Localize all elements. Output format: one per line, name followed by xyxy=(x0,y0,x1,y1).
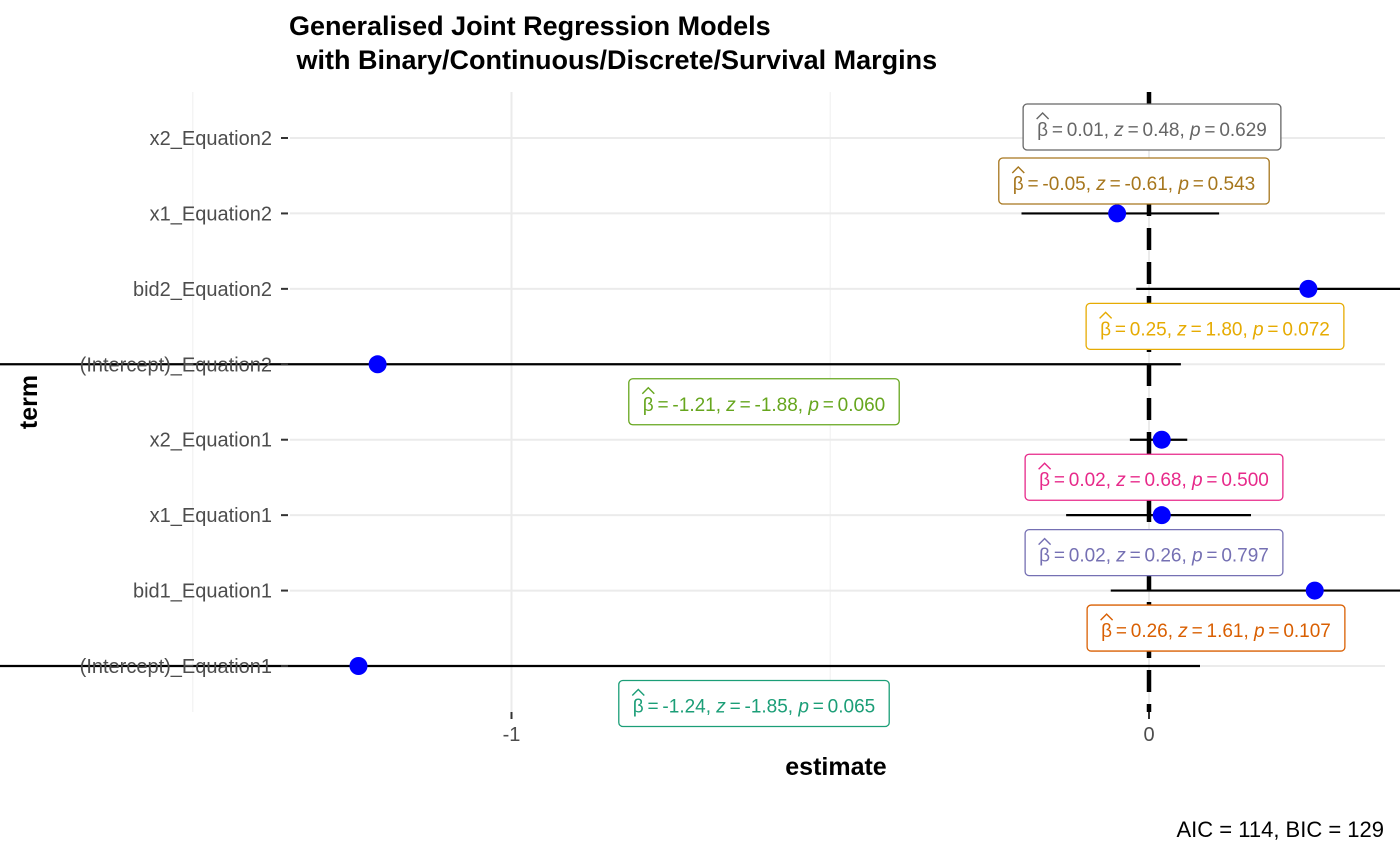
stat-label-box xyxy=(1022,103,1282,151)
beta-hat-mark xyxy=(641,386,655,395)
x-axis-ticks: -2-10 xyxy=(503,712,1155,746)
stat-label: β = -0.05, z = -0.61, p = 0.543 xyxy=(998,157,1270,205)
stat-label-box xyxy=(998,157,1270,205)
stat-label-box xyxy=(628,378,900,426)
stat-label-text: β = 0.02, z = 0.26, p = 0.797 xyxy=(1039,546,1269,567)
stat-label-text: β = 0.26, z = 1.61, p = 0.107 xyxy=(1101,621,1331,642)
stat-label-box xyxy=(1086,604,1346,652)
y-tick-label: x2_Equation2 xyxy=(150,128,272,150)
beta-hat-mark xyxy=(1038,537,1052,546)
model-fit-caption: AIC = 114, BIC = 129 xyxy=(1176,817,1385,842)
beta-hat-mark xyxy=(1100,613,1114,621)
x-tick-label: -1 xyxy=(503,724,521,746)
estimate-point xyxy=(349,657,368,675)
beta-hat-mark xyxy=(631,688,645,696)
y-tick-label: bid2_Equation2 xyxy=(133,279,272,301)
stat-label: β = -1.21, z = -1.88, p = 0.060 xyxy=(628,378,900,426)
stat-label-box xyxy=(1024,453,1284,501)
y-tick-label: (Intercept)_Equation2 xyxy=(80,354,272,376)
y-tick-label: x1_Equation2 xyxy=(150,203,272,225)
stat-label-text: β = 0.02, z = 0.68, p = 0.500 xyxy=(1039,470,1269,491)
beta-hat-mark xyxy=(1038,462,1052,470)
beta-hat-mark xyxy=(1036,112,1050,120)
beta-hat-mark xyxy=(1011,166,1025,174)
stat-label: β = 0.02, z = 0.68, p = 0.500 xyxy=(1024,453,1284,501)
stat-label-box xyxy=(1085,302,1345,351)
beta-hat-mark xyxy=(1099,311,1113,319)
y-tick-label: (Intercept)_Equation1 xyxy=(80,656,272,678)
estimate-point xyxy=(1108,204,1127,223)
stat-label-text: β = -0.05, z = -0.61, p = 0.543 xyxy=(1013,174,1255,195)
stat-label: β = 0.26, z = 1.61, p = 0.107 xyxy=(1086,604,1346,652)
y-axis-title: term xyxy=(15,375,43,429)
stat-label-box xyxy=(1024,528,1284,577)
y-tick-label: x1_Equation1 xyxy=(150,505,272,527)
estimate-labels: β = 0.01, z = 0.48, p = 0.629 β = -0.05, … xyxy=(618,103,1346,728)
stat-label-text: β = 0.01, z = 0.48, p = 0.629 xyxy=(1037,120,1267,141)
estimate-point xyxy=(1152,506,1171,525)
estimate-point xyxy=(1305,581,1324,600)
y-tick-label: x2_Equation1 xyxy=(150,430,272,452)
stat-label-text: β = -1.24, z = -1.85, p = 0.065 xyxy=(633,697,875,718)
stat-label-text: β = 0.25, z = 1.80, p = 0.072 xyxy=(1100,319,1330,340)
estimate-point xyxy=(1299,279,1318,298)
y-axis-ticks: x2_Equation2 x1_Equation2 bid2_Equation2 (I… xyxy=(80,128,288,678)
stat-label-text: β = -1.21, z = -1.88, p = 0.060 xyxy=(643,395,885,416)
stat-label: β = 0.25, z = 1.80, p = 0.072 xyxy=(1085,302,1345,351)
stat-label: β = 0.02, z = 0.26, p = 0.797 xyxy=(1024,528,1284,577)
chart-title-line2: with Binary/Continuous/Discrete/Survival… xyxy=(289,45,938,75)
stat-label-box xyxy=(618,679,890,728)
estimate-point xyxy=(368,355,387,374)
chart-title-line1: Generalised Joint Regression Models xyxy=(289,11,771,41)
estimate-point xyxy=(1152,430,1171,449)
stat-label: β = -1.24, z = -1.85, p = 0.065 xyxy=(618,679,890,728)
y-tick-label: bid1_Equation1 xyxy=(133,581,272,603)
x-axis-title: estimate xyxy=(785,753,887,781)
x-tick-label: 0 xyxy=(1143,724,1154,746)
stat-label: β = 0.01, z = 0.48, p = 0.629 xyxy=(1022,103,1282,151)
